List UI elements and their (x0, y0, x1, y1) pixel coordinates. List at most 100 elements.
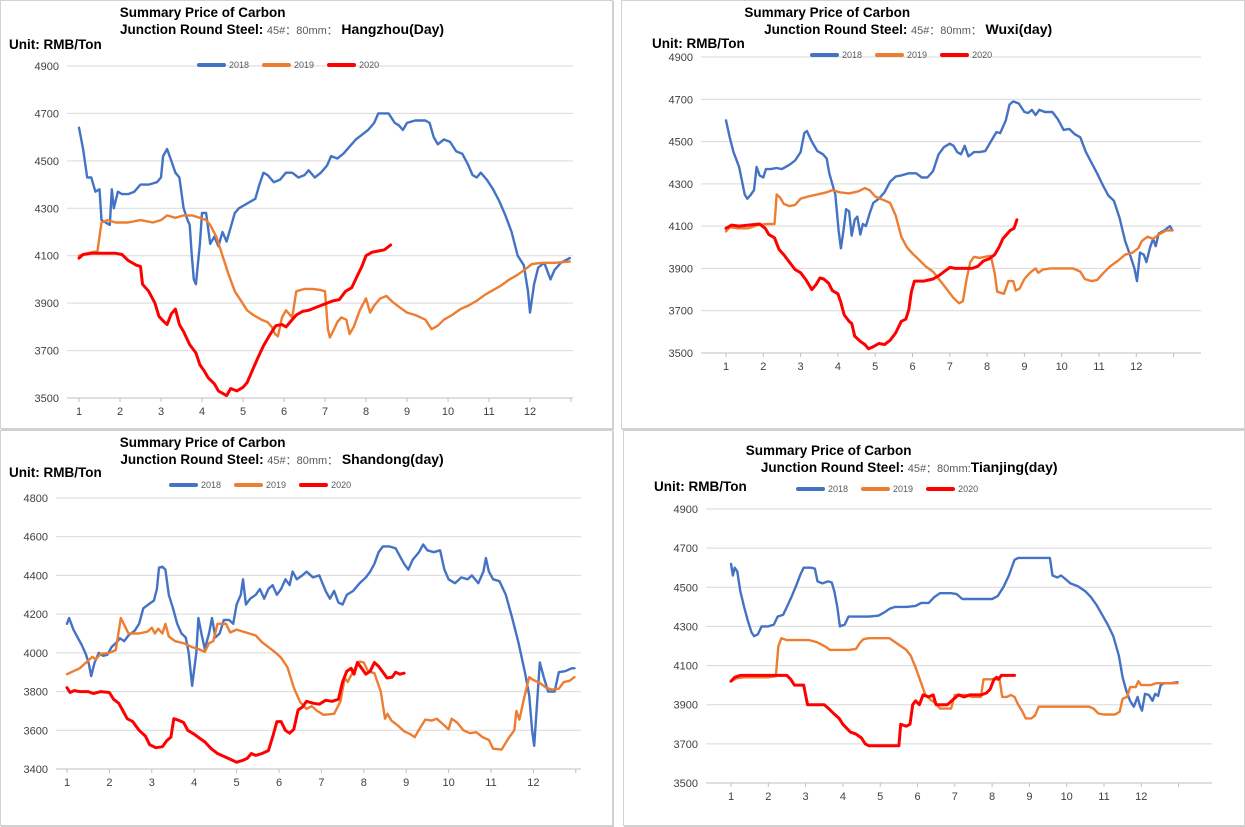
chart-panel-hangzhou: 4900 4700 4500 4300 4100 3900 3700 3500 1 2 3 4 5 6 7 8… (0, 0, 613, 429)
legend-swatch-2020 (940, 53, 970, 57)
svg-text:7: 7 (947, 361, 953, 373)
chart-subtitle: Junction Round Steel: 45#：80mm： Hangzhou… (1, 21, 563, 38)
svg-text:11: 11 (483, 406, 494, 418)
legend-swatch-2020 (926, 487, 956, 491)
svg-text:8: 8 (363, 406, 369, 418)
svg-text:4900: 4900 (35, 61, 59, 73)
legend-swatch-2019 (861, 487, 891, 491)
svg-text:4: 4 (840, 791, 846, 803)
svg-text:10: 10 (1056, 361, 1068, 373)
svg-text:2: 2 (765, 791, 771, 803)
legend-item-2020: 2020 (940, 50, 992, 60)
unit-label: Unit: RMB/Ton (9, 37, 102, 52)
svg-text:3700: 3700 (669, 306, 693, 318)
unit-label: Unit: RMB/Ton (9, 465, 102, 480)
legend-swatch-2018 (810, 53, 839, 57)
svg-text:4300: 4300 (35, 203, 59, 215)
legend-item-2018: 2018 (810, 50, 862, 60)
svg-text:2: 2 (117, 406, 123, 418)
svg-text:9: 9 (404, 406, 410, 418)
svg-text:4400: 4400 (24, 570, 48, 582)
svg-text:4: 4 (191, 777, 197, 789)
legend-swatch-2019 (234, 483, 264, 487)
svg-text:6: 6 (281, 406, 287, 418)
subtitle-product: Junction Round Steel: (760, 460, 905, 475)
svg-text:3900: 3900 (674, 700, 698, 712)
svg-text:6: 6 (276, 777, 282, 789)
svg-text:8: 8 (361, 777, 367, 789)
subtitle-city: Tianjing(day) (970, 459, 1058, 475)
svg-text:1: 1 (64, 777, 70, 789)
svg-text:4700: 4700 (674, 543, 698, 555)
svg-text:4100: 4100 (669, 221, 693, 233)
legend-item-2019: 2019 (861, 484, 913, 494)
legend-item-2020: 2020 (926, 484, 978, 494)
svg-text:4500: 4500 (669, 137, 693, 149)
svg-text:11: 11 (485, 777, 496, 789)
subtitle-spec: 45#：80mm： (910, 25, 982, 37)
subtitle-city: Wuxi(day) (985, 21, 1053, 37)
subtitle-spec: 45#：80mm： (266, 25, 338, 37)
unit-label: Unit: RMB/Ton (654, 479, 747, 494)
svg-text:3500: 3500 (674, 778, 698, 790)
svg-text:11: 11 (1093, 361, 1104, 373)
svg-text:4700: 4700 (35, 108, 59, 120)
svg-text:4: 4 (199, 406, 205, 418)
svg-text:3900: 3900 (35, 298, 59, 310)
legend-label-2019: 2019 (907, 50, 928, 60)
svg-text:6: 6 (909, 361, 915, 373)
svg-text:4500: 4500 (35, 156, 59, 168)
legend-swatch-2019 (875, 53, 905, 57)
svg-text:6: 6 (914, 791, 920, 803)
svg-text:5: 5 (877, 791, 883, 803)
svg-text:1: 1 (76, 406, 82, 418)
svg-text:5: 5 (872, 361, 878, 373)
svg-text:3500: 3500 (35, 393, 59, 405)
svg-text:4700: 4700 (669, 94, 693, 106)
svg-text:3900: 3900 (669, 263, 693, 275)
chart-title: Summary Price of Carbon (744, 5, 911, 20)
subtitle-city: Hangzhou(Day) (341, 21, 445, 37)
svg-text:3800: 3800 (24, 687, 48, 699)
legend-label-2020: 2020 (972, 50, 993, 60)
legend-swatch-2018 (169, 483, 198, 487)
legend-label-2018: 2018 (842, 50, 863, 60)
svg-text:4500: 4500 (674, 582, 698, 594)
svg-text:2: 2 (760, 361, 766, 373)
svg-text:9: 9 (403, 777, 409, 789)
subtitle-city: Shandong(day) (341, 451, 444, 467)
legend: 2018 2019 2020 (169, 480, 351, 490)
svg-text:7: 7 (318, 777, 324, 789)
legend: 2018 2019 2020 (810, 50, 992, 60)
svg-text:11: 11 (1098, 791, 1109, 803)
legend-label-2019: 2019 (294, 60, 315, 70)
legend-item-2018: 2018 (169, 480, 221, 490)
subtitle-product: Junction Round Steel: (120, 22, 264, 37)
legend-item-2018: 2018 (796, 484, 848, 494)
legend-item-2019: 2019 (875, 50, 927, 60)
legend-item-2018: 2018 (197, 60, 249, 70)
legend-item-2020: 2020 (299, 480, 351, 490)
svg-text:4100: 4100 (674, 661, 698, 673)
svg-text:4100: 4100 (35, 251, 59, 263)
legend-swatch-2018 (197, 63, 226, 67)
svg-text:12: 12 (1135, 791, 1147, 803)
svg-text:12: 12 (527, 777, 539, 789)
svg-text:1: 1 (728, 791, 734, 803)
svg-text:8: 8 (989, 791, 995, 803)
chart-title: Summary Price of Carbon (119, 5, 286, 20)
legend-label-2018: 2018 (229, 60, 250, 70)
subtitle-spec: 45#：80mm： (267, 455, 339, 467)
svg-text:3700: 3700 (35, 346, 59, 358)
chart-panel-shandong: 4800 4600 4400 4200 4000 3800 3600 3400 1 2 3 4 5 6 7 8… (0, 430, 613, 826)
svg-text:3: 3 (158, 406, 164, 418)
svg-text:3600: 3600 (24, 725, 48, 737)
svg-text:5: 5 (240, 406, 246, 418)
legend-item-2019: 2019 (234, 480, 286, 490)
chart-subtitle: Junction Round Steel: 45#：80mm： Shandong… (1, 451, 563, 468)
legend-swatch-2019 (262, 63, 292, 67)
legend-item-2019: 2019 (262, 60, 314, 70)
unit-label: Unit: RMB/Ton (652, 36, 745, 51)
